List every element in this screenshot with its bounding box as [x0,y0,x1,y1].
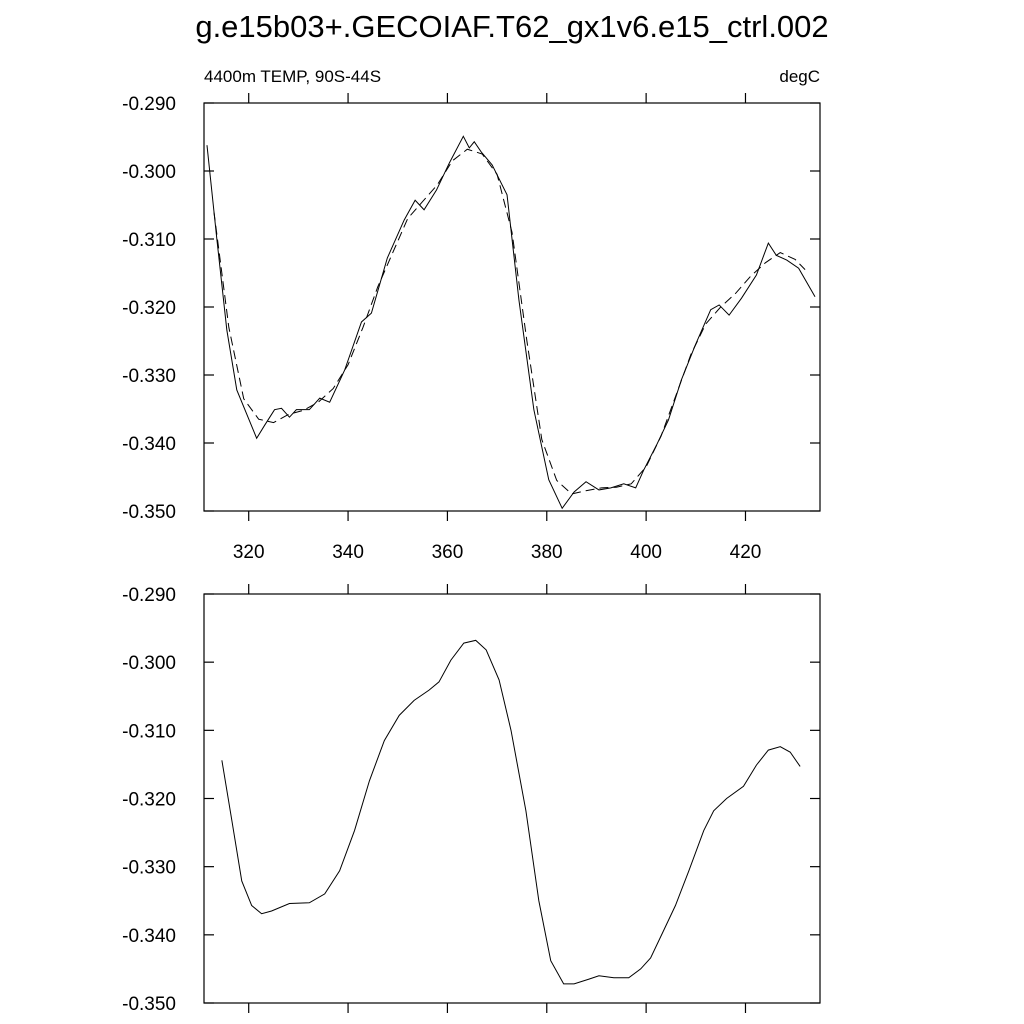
x-tick-label: 400 [630,542,662,563]
x-tick-label: 380 [531,542,563,563]
x-tick-label: 360 [432,542,464,563]
left-string: 4400m TEMP, 90S-44S [204,67,381,86]
y-tick-label: -0.330 [122,366,176,387]
plot-frame [203,593,821,1004]
y-tick-label: -0.290 [122,94,176,115]
y-tick-label: -0.350 [122,994,176,1015]
x-tick-label: 340 [332,542,364,563]
y-tick-label: -0.320 [122,298,176,319]
y-tick-label: -0.290 [122,585,176,606]
y-tick-label: -0.300 [122,653,176,674]
y-tick-label: -0.320 [122,790,176,811]
y-tick-label: -0.310 [122,230,176,251]
y-tick-label: -0.310 [122,721,176,742]
data-line [213,148,806,495]
chart-title: g.e15b03+.GECOIAF.T62_gx1v6.e15_ctrl.002 [195,9,828,44]
y-tick-label: -0.340 [122,434,176,455]
y-tick-label: -0.350 [122,502,176,523]
x-tick-label: 420 [730,542,762,563]
y-tick-label: -0.300 [122,162,176,183]
data-line [221,639,801,985]
y-tick-label: -0.330 [122,858,176,879]
plot-frame [203,102,821,512]
data-line [206,135,816,510]
y-tick-label: -0.340 [122,926,176,947]
units-string: degC [779,67,820,86]
x-tick-label: 320 [233,542,265,563]
